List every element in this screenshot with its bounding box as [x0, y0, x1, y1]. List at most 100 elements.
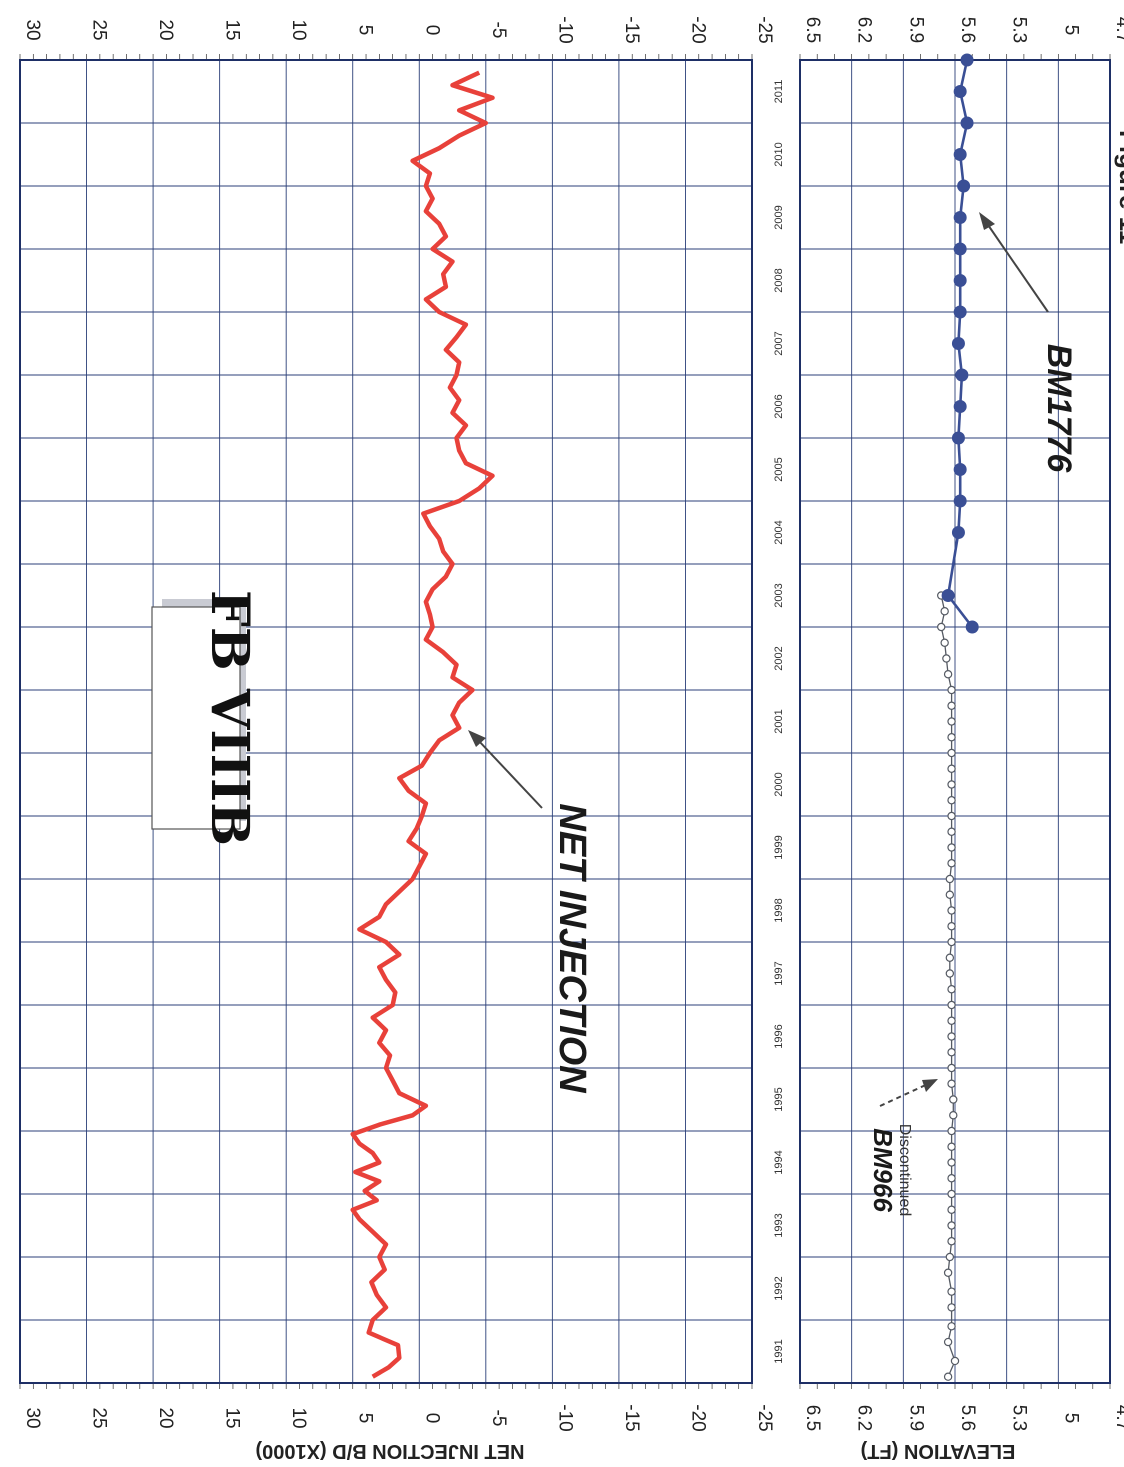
bm966-point: [947, 1079, 956, 1088]
year-tick-label: 1993: [773, 1213, 785, 1237]
injection-tick-top: -25: [754, 16, 775, 43]
injection-tick-top: 5: [355, 25, 376, 36]
bm966-point: [943, 1372, 953, 1381]
net-injection-line: [350, 70, 495, 1379]
injection-tick-bottom: 10: [288, 1407, 309, 1428]
injection-tick-top: 25: [89, 19, 110, 40]
bm966-point: [945, 1252, 955, 1262]
year-tick-label: 2004: [773, 520, 785, 544]
injection-tick-top: 20: [155, 19, 176, 40]
year-tick-label: 2000: [773, 772, 785, 796]
bm1776-point: [965, 620, 979, 634]
bm1776-point: [953, 85, 967, 98]
bm966-point: [947, 937, 956, 947]
bm966-point: [947, 1189, 956, 1199]
bm966-point: [943, 1337, 953, 1347]
bm966-point: [947, 827, 956, 836]
bm966-point: [945, 890, 955, 899]
elevation-tick-bottom: 6.2: [854, 1405, 875, 1431]
bm966-point: [947, 1063, 956, 1073]
bm966-point: [943, 670, 953, 679]
injection-tick-bottom: 30: [22, 1407, 43, 1428]
year-tick-label: 2007: [773, 331, 785, 355]
year-tick-label: 2001: [773, 709, 785, 733]
elevation-tick-bottom: 5: [1060, 1413, 1081, 1424]
bm966-point: [947, 1142, 956, 1151]
bm966-point: [947, 922, 956, 931]
year-tick-label: 1996: [773, 1024, 785, 1048]
bm966-point: [943, 1268, 953, 1277]
bm966-point: [945, 969, 955, 978]
bm966-point: [947, 1237, 956, 1246]
year-tick-label: 2009: [773, 205, 785, 229]
year-tick-label: 1995: [773, 1087, 785, 1111]
bm966-point: [940, 638, 949, 647]
elevation-tick-top: 5.9: [905, 17, 926, 43]
bm966-point: [945, 953, 955, 962]
bm966-point: [947, 1048, 956, 1057]
elevation-tick-bottom: 6.5: [802, 1405, 823, 1431]
injection-tick-top: 30: [22, 19, 43, 40]
bm966-point: [947, 859, 956, 868]
bm966-point: [947, 748, 956, 758]
injection-tick-bottom: -20: [687, 1404, 708, 1431]
bm1776-point: [953, 305, 967, 319]
injection-tick-top: 15: [222, 19, 243, 40]
tick-labels: 30 30 25 25 20 20 15 15 10 10 5 5 0 0 -5 -5 -10 -10 -15 -15…: [22, 16, 1124, 1431]
injection-tick-bottom: 15: [222, 1407, 243, 1428]
bm1776-point: [957, 179, 971, 193]
series-layer: [350, 53, 979, 1381]
bm1776-point: [953, 242, 967, 256]
bm1776-point: [953, 494, 967, 508]
injection-tick-bottom: -5: [488, 1410, 509, 1427]
elevation-frame: [799, 59, 1111, 1384]
elevation-tick-top: 5.6: [957, 17, 978, 43]
bm966-point: [947, 796, 956, 805]
injection-tick-bottom: -25: [754, 1404, 775, 1431]
bm966-point: [947, 1221, 956, 1230]
bm966-point: [940, 607, 949, 616]
elevation-tick-top: 6.2: [854, 17, 875, 43]
bm966-point: [947, 685, 956, 695]
figure-label: Figure 11: [1114, 130, 1124, 244]
bm966-point: [950, 1356, 960, 1366]
bm1776-point: [953, 148, 967, 161]
injection-tick-top: -20: [687, 16, 708, 43]
year-tick-label: 1998: [773, 898, 785, 922]
elevation-axis-label: ELEVATION (FT): [861, 1440, 1016, 1462]
year-tick-label: 1991: [773, 1339, 785, 1363]
year-tick-label: 2011: [773, 80, 785, 104]
bm1776-point: [951, 337, 965, 350]
injection-tick-bottom: 5: [355, 1413, 376, 1424]
bm966-point: [947, 843, 956, 852]
year-tick-label: 2010: [773, 142, 785, 166]
year-tick-label: 2006: [773, 394, 785, 418]
elevation-tick-bottom: 4.7: [1112, 1405, 1124, 1431]
bm966-point: [947, 764, 956, 773]
elevation-tick-bottom: 5.9: [905, 1405, 926, 1431]
injection-tick-bottom: -10: [554, 1404, 575, 1431]
injection-tick-bottom: -15: [621, 1404, 642, 1431]
bm1776-point: [955, 368, 969, 382]
injection-tick-top: 0: [421, 25, 442, 36]
bm966-point: [949, 1095, 958, 1104]
bm1776-label: BM1776: [1040, 344, 1078, 474]
bm966-point: [947, 1303, 956, 1312]
injection-axis-label: NET INJECTION B/D (X1000): [256, 1440, 525, 1462]
bm1776-point: [953, 463, 967, 476]
bm966-discontinued: Discontinued: [896, 1124, 913, 1217]
bm966-label: BM966: [868, 1128, 898, 1212]
bm966-point: [947, 701, 956, 710]
bm1776-point: [951, 526, 965, 539]
year-tick-label: 1997: [773, 961, 785, 985]
bm966-point: [942, 654, 951, 663]
injection-tick-top: -5: [488, 22, 509, 39]
injection-tick-bottom: 25: [89, 1407, 110, 1428]
bm966-point: [947, 780, 956, 789]
bm966-point: [947, 1322, 956, 1331]
elevation-tick-top: 4.7: [1112, 17, 1124, 43]
injection-grid: [19, 54, 753, 1389]
bm966-point: [949, 1111, 958, 1120]
